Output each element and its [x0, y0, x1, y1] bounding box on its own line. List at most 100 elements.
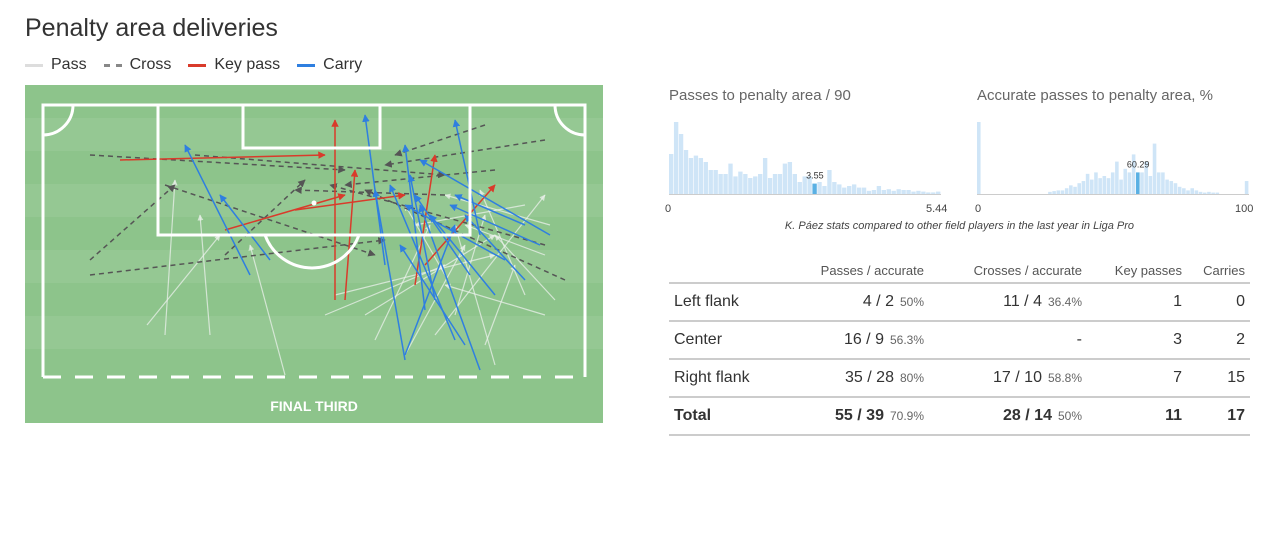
- hist2-bar: [1094, 172, 1098, 194]
- hist1-title: Passes to penalty area / 90: [669, 87, 851, 104]
- penalty-spot: [311, 200, 317, 206]
- corner-arc-left: [42, 104, 75, 137]
- carry-arrow: [184, 144, 251, 276]
- hist1-bar: [678, 134, 684, 194]
- cross-arrow: [344, 169, 496, 189]
- passes-pct: 56.3%: [889, 333, 924, 347]
- stats-table: Passes / accurate Crosses / accurate Key…: [669, 258, 1250, 436]
- legend-label-cross: Cross: [129, 56, 172, 73]
- crosses-cell: 28 / 14 50%: [929, 397, 1087, 436]
- hist1-bar: [911, 191, 916, 194]
- hist1-chart: 3.55: [669, 122, 941, 195]
- hist2-bar: [1048, 191, 1052, 194]
- hist1-bar: [792, 174, 797, 194]
- pass-arrow: [164, 179, 178, 336]
- hist1-bar: [822, 186, 827, 194]
- carry-arrow: [464, 214, 526, 281]
- crosses-value: 11 / 4: [1003, 293, 1042, 310]
- pitch-map: FINAL THIRD: [25, 85, 603, 423]
- hist2-bar: [1190, 188, 1194, 194]
- pass-arrow: [453, 224, 496, 366]
- passes-value: 55 / 39: [835, 407, 884, 424]
- hist1-bar: [782, 163, 788, 194]
- hist2-highlight-label: 60.29: [1127, 159, 1150, 169]
- hist2-title: Accurate passes to penalty area, %: [977, 87, 1213, 104]
- hist1-bar: [723, 174, 728, 194]
- hist1-bar: [926, 192, 931, 194]
- table-row-total: Total 55 / 39 70.9% 28 / 14 50% 11 17: [669, 397, 1250, 436]
- hist2-bar: [1052, 191, 1056, 194]
- legend-item-carry: Carry: [297, 56, 362, 74]
- table-row-right-flank: Right flank 35 / 28 80% 17 / 10 58.8% 7 15: [669, 359, 1250, 398]
- hist2-bar: [1098, 178, 1102, 194]
- passes-pct: 80%: [899, 371, 924, 385]
- key-arrow: [294, 192, 406, 211]
- carries-cell: 0: [1187, 283, 1250, 322]
- page-title: Penalty area deliveries: [25, 14, 278, 42]
- passes-cell: 16 / 9 56.3%: [789, 321, 929, 360]
- pitch-stripe: [25, 316, 603, 349]
- passes-value: 16 / 9: [843, 331, 884, 348]
- cross-arrow: [89, 154, 346, 174]
- hist1-bar: [842, 187, 847, 194]
- hist1-bar: [748, 178, 753, 194]
- hist1-bar: [683, 150, 689, 194]
- hist2-bar: [1081, 181, 1086, 194]
- hist2-highlight-bar: [1136, 172, 1140, 194]
- hist1-bar: [866, 190, 872, 194]
- hist1-bar: [837, 184, 842, 194]
- hist2-bar: [977, 122, 981, 194]
- hist1-highlight-label: 3.55: [806, 171, 824, 181]
- carry-arrow: [362, 114, 386, 266]
- carries-cell: 17: [1187, 397, 1250, 436]
- hist1-bar: [669, 154, 674, 194]
- corner-arc-right: [553, 104, 586, 137]
- pass-arrow: [444, 283, 546, 316]
- hist2-chart: 60.29: [977, 122, 1249, 195]
- carry-arrow: [429, 214, 496, 296]
- hist2-bar: [1194, 190, 1199, 194]
- hist1-bar: [931, 192, 936, 194]
- hist1-bar: [807, 176, 812, 194]
- hist1-highlight-bar: [812, 183, 817, 194]
- hist2-bar: [1207, 191, 1211, 194]
- chart-legend: Pass Cross Key pass Carry: [25, 56, 379, 74]
- table-header-passes: Passes / accurate: [789, 258, 929, 284]
- hist1-bar: [767, 178, 773, 194]
- pass-arrow: [248, 244, 286, 376]
- hist1-bar: [891, 190, 896, 194]
- legend-item-cross: Cross: [103, 56, 172, 74]
- hist1-bar: [851, 184, 857, 194]
- hist1-bar: [777, 174, 783, 194]
- crosses-cell: -: [929, 321, 1087, 360]
- hist1-bar: [698, 158, 704, 194]
- cross-arrow: [329, 183, 546, 246]
- table-header-blank: [669, 258, 789, 284]
- passes-cell: 4 / 2 50%: [789, 283, 929, 322]
- hist1-bar: [703, 162, 708, 194]
- crosses-pct: 58.8%: [1047, 371, 1082, 385]
- hist2-bar: [1106, 178, 1111, 194]
- hist1-bar: [688, 158, 694, 194]
- crosses-value: -: [1076, 331, 1082, 348]
- carry-arrow: [419, 159, 551, 236]
- passes-value: 4 / 2: [862, 293, 894, 310]
- hist2-bar: [1215, 192, 1220, 194]
- hist1-bar: [906, 190, 911, 194]
- hist2-bar: [1060, 190, 1065, 194]
- carries-cell: 15: [1187, 359, 1250, 398]
- hist1-bar: [772, 174, 778, 194]
- hist1-bar: [693, 155, 699, 194]
- table-row-center: Center 16 / 9 56.3% - 3 2: [669, 321, 1250, 360]
- hist1-bar: [797, 182, 802, 194]
- carry-arrow: [402, 144, 426, 311]
- passes-pct: 70.9%: [889, 409, 924, 423]
- cross-arrow: [294, 186, 446, 196]
- pass-arrow: [146, 234, 221, 326]
- hist1-bar: [733, 176, 738, 194]
- legend-swatch-key-pass: [188, 63, 207, 67]
- hist2-xtick-max: 100: [1235, 203, 1254, 215]
- hist2-bar: [1119, 179, 1123, 194]
- hist1-bar: [876, 186, 882, 194]
- key-arrow: [224, 193, 346, 231]
